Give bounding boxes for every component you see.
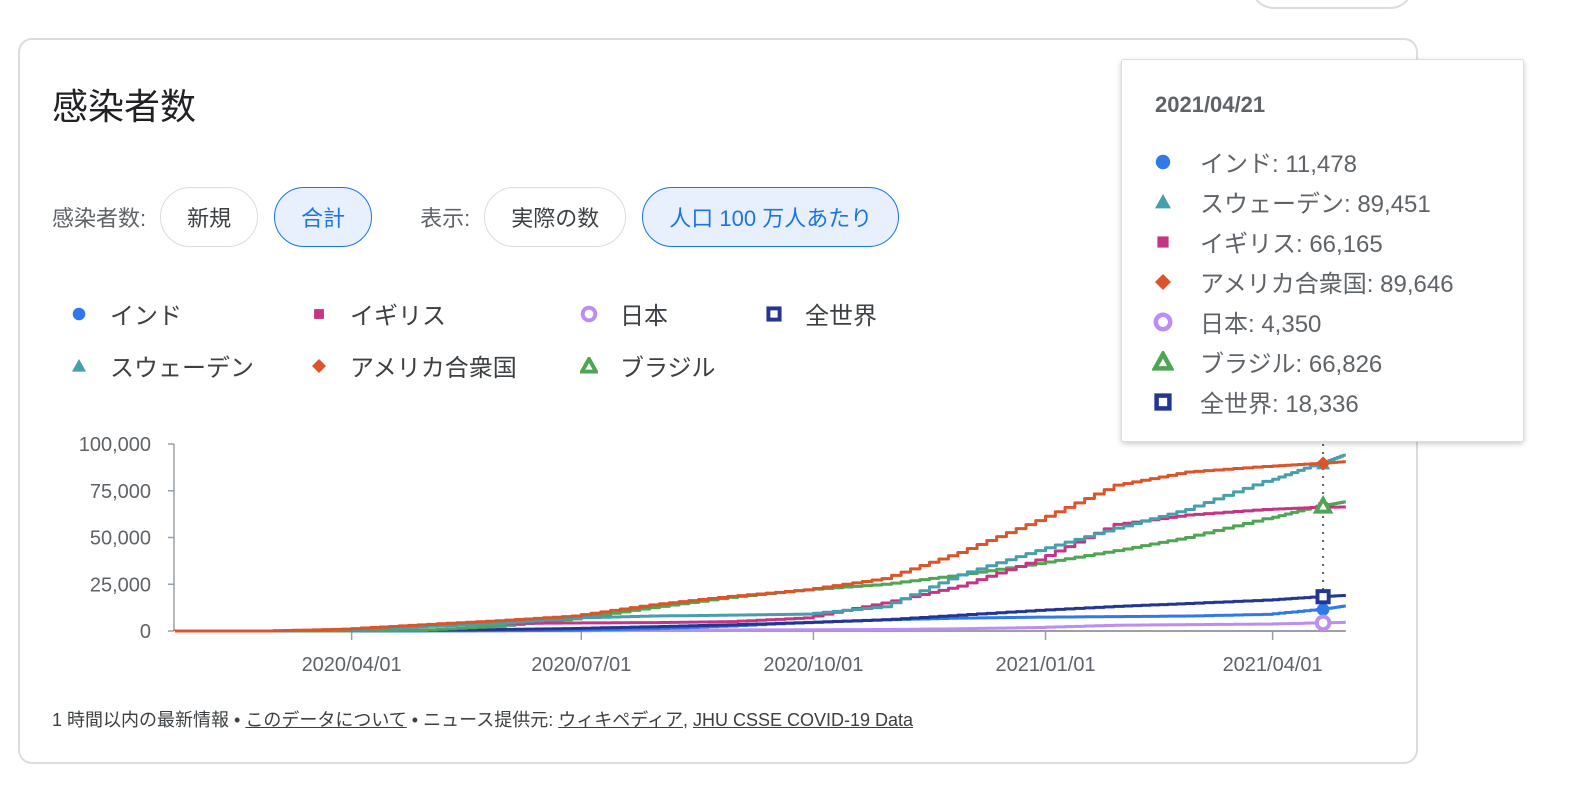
circle-open-marker-icon: [580, 305, 598, 322]
view-label: 表示:: [420, 206, 471, 231]
x-tick-label: 2020/07/01: [531, 654, 631, 676]
circle-open-marker-icon: [1153, 312, 1173, 331]
footer-updated: 1 時間以内の最新情報 •: [52, 710, 246, 730]
tooltip-value: ブラジル: 66,826: [1200, 351, 1383, 378]
chart-legend: インドスウェーデン イギリスアメリカ合衆国 日本ブラジル 全世界: [70, 296, 970, 406]
tooltip-row: アメリカ合衆国: 89,646: [1152, 264, 1454, 299]
tooltip-value: インド: 11,478: [1200, 151, 1357, 178]
data-point-marker: [1316, 603, 1330, 616]
legend-label: ブラジル: [620, 355, 716, 382]
cases-label: 感染者数:: [52, 206, 147, 231]
y-tick-label: 75,000: [90, 481, 151, 503]
series-line: [175, 604, 1346, 633]
square-open-marker-icon: [766, 305, 782, 322]
legend-item[interactable]: ブラジル: [580, 348, 716, 383]
tooltip-row: インド: 11,478: [1152, 144, 1357, 179]
tooltip-value: イギリス: 66,165: [1200, 231, 1383, 258]
x-tick-label: 2021/04/01: [1223, 654, 1323, 676]
tooltip-value: 日本: 4,350: [1200, 311, 1322, 338]
triangle-marker-icon: [72, 358, 86, 372]
wikipedia-link[interactable]: ウィキペディア: [558, 710, 683, 730]
footer-comma: ,: [682, 710, 693, 730]
data-point-marker: [1312, 494, 1334, 514]
legend-label: 全世界: [805, 303, 877, 330]
legend-label: イギリス: [350, 303, 446, 330]
x-tick-label: 2021/01/01: [995, 654, 1095, 676]
triangle-marker-icon: [1155, 193, 1171, 208]
tooltip-value: スウェーデン: 89,451: [1200, 191, 1431, 218]
top-pill-button[interactable]: [1250, 0, 1414, 9]
diamond-marker-icon: [1155, 273, 1171, 290]
x-tick-label: 2020/04/01: [302, 654, 402, 676]
legend-label: スウェーデン: [110, 355, 254, 382]
tooltip-row: イギリス: 66,165: [1152, 224, 1383, 259]
series-line: [173, 460, 1346, 633]
chart-tooltip: 2021/04/21 インド: 11,478 スウェーデン: 89,451 イギリス…: [1121, 59, 1524, 442]
tooltip-row: スウェーデン: 89,451: [1152, 184, 1431, 219]
diamond-marker-icon: [312, 358, 326, 373]
legend-label: アメリカ合衆国: [350, 355, 517, 382]
y-tick-label: 100,000: [79, 434, 151, 456]
legend-item[interactable]: 日本: [580, 296, 668, 331]
footer: 1 時間以内の最新情報 • このデータについて • ニュース提供元: ウィキペデ…: [52, 706, 913, 732]
tooltip-value: アメリカ合衆国: 89,646: [1200, 271, 1454, 298]
legend-item[interactable]: 全世界: [765, 296, 877, 331]
legend-item[interactable]: スウェーデン: [70, 348, 254, 383]
tooltip-value: 全世界: 18,336: [1200, 391, 1359, 418]
line-chart: 100,000 75,000 50,000 25,000 0 2020/04/01 2020…: [79, 420, 1346, 676]
chip-total[interactable]: 合計: [274, 187, 373, 247]
triangle-open-marker-icon: [1152, 350, 1174, 371]
x-tick-label: 2020/10/01: [763, 654, 863, 676]
series-line: [175, 500, 1346, 633]
triangle-open-marker-icon: [580, 356, 598, 374]
circle-marker-icon: [1155, 154, 1171, 169]
data-point-marker: [1316, 456, 1331, 471]
filter-row: 感染者数: 新規 合計 表示: 実際の数 人口 100 万人あたり: [52, 186, 915, 248]
tooltip-row: 日本: 4,350: [1152, 304, 1321, 339]
tooltip-row: 全世界: 18,336: [1152, 384, 1359, 419]
tooltip-date: 2021/04/21: [1155, 92, 1266, 117]
data-point-marker: [1314, 614, 1332, 632]
legend-item[interactable]: インド: [70, 296, 182, 331]
data-point-marker: [1315, 589, 1331, 605]
legend-label: インド: [110, 303, 182, 330]
series-line: [173, 505, 1346, 633]
circle-marker-icon: [72, 307, 86, 320]
chip-actual[interactable]: 実際の数: [484, 187, 627, 247]
y-tick-label: 25,000: [90, 574, 151, 596]
legend-item[interactable]: イギリス: [310, 296, 446, 331]
legend-item[interactable]: アメリカ合衆国: [310, 348, 517, 383]
square-marker-icon: [314, 308, 324, 319]
chip-new[interactable]: 新規: [160, 187, 259, 247]
about-data-link[interactable]: このデータについて: [245, 710, 407, 730]
square-open-marker-icon: [1154, 392, 1172, 411]
square-marker-icon: [1157, 235, 1169, 248]
footer-sep: • ニュース提供元:: [406, 710, 559, 730]
jhu-link[interactable]: JHU CSSE COVID-19 Data: [692, 710, 914, 730]
y-tick-label: 50,000: [90, 528, 151, 550]
tooltip-row: ブラジル: 66,826: [1152, 344, 1382, 379]
card-title: 感染者数: [52, 86, 197, 127]
legend-label: 日本: [620, 303, 668, 330]
y-tick-label: 0: [140, 621, 151, 643]
chip-per-million[interactable]: 人口 100 万人あたり: [642, 187, 900, 247]
